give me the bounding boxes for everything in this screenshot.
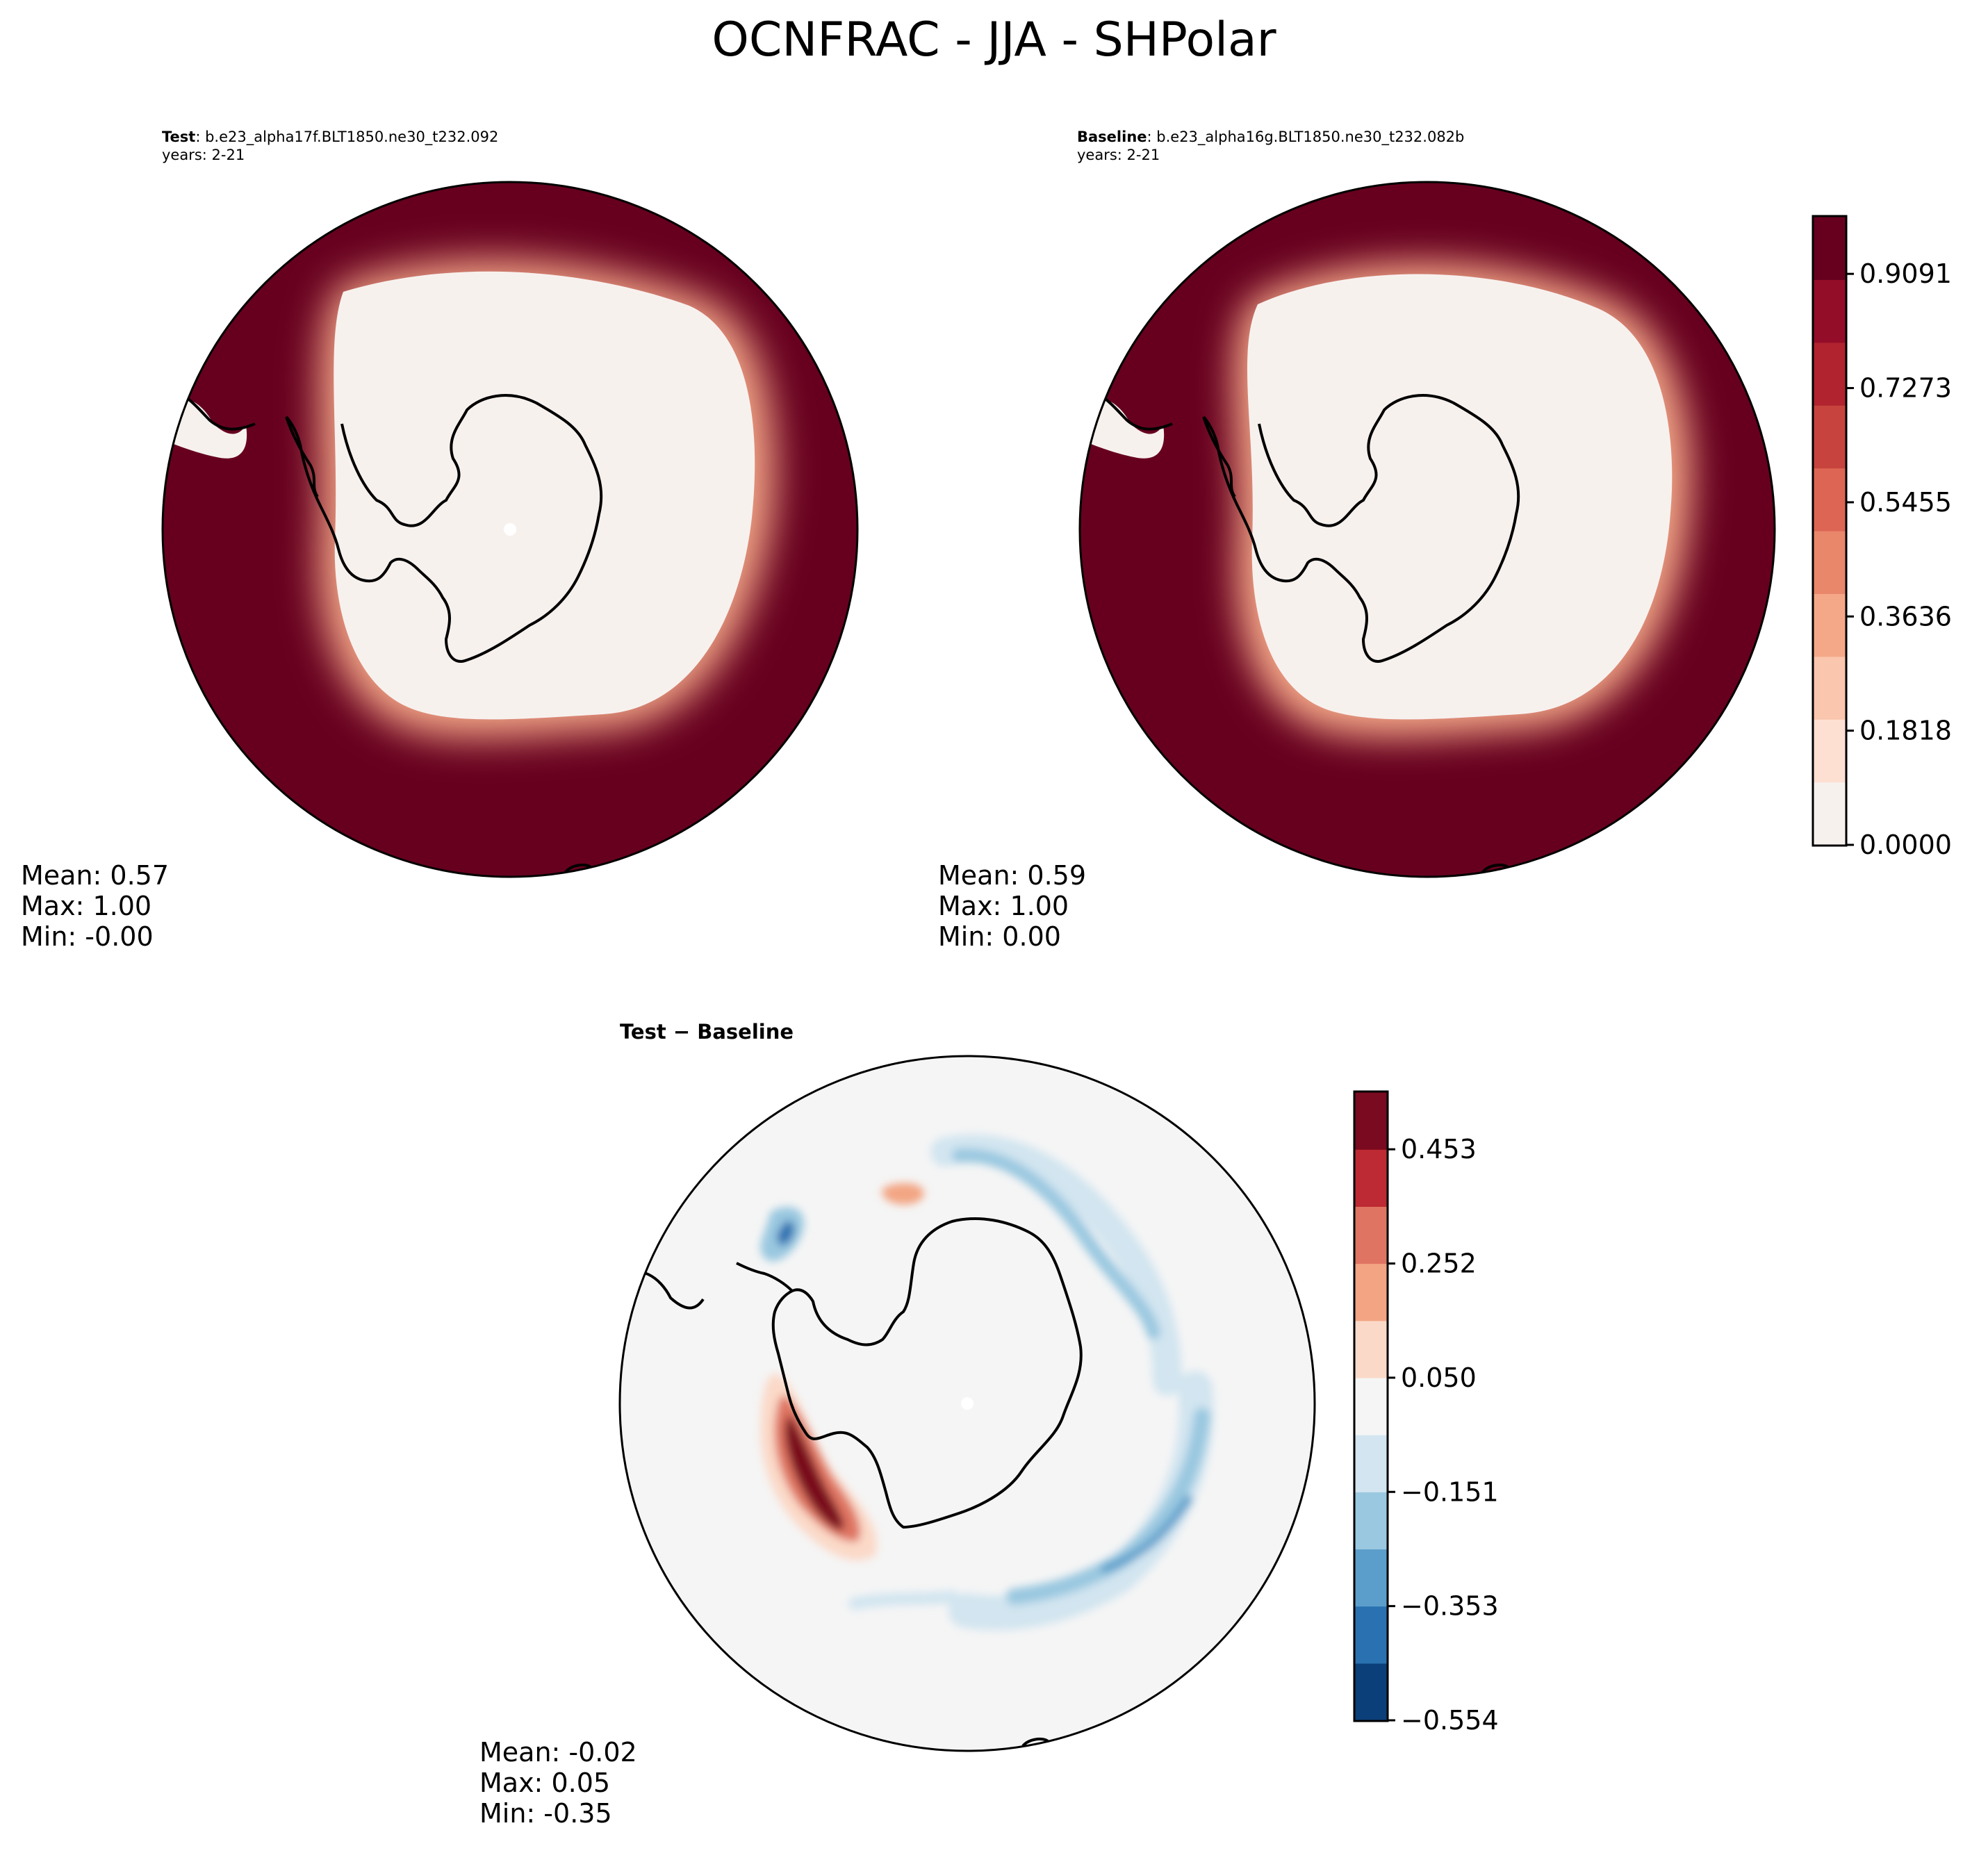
difference-colorbar-band [1355, 1549, 1387, 1607]
baseline-years: years: 2-21 [1077, 147, 1160, 163]
baseline-max: Max: 1.00 [938, 891, 1069, 921]
test-mean: Mean: 0.57 [21, 860, 170, 891]
baseline-sea-ice [1247, 274, 1673, 720]
test-stats: Mean: 0.57 Max: 1.00 Min: -0.00 [21, 860, 169, 952]
baseline-colorbar-ticks: 0.9091 0.7273 0.5455 0.3636 0.1818 0.0000 [1846, 258, 1952, 860]
difference-colorbar: 0.453 0.252 0.050 −0.151 −0.353 −0.554 [1353, 1090, 1499, 1736]
baseline-colorbar-band [1814, 279, 1846, 343]
difference-negative-arc-right-peak [1101, 1495, 1192, 1573]
baseline-colorbar-band [1814, 342, 1846, 406]
baseline-map-frame [1078, 181, 1776, 878]
baseline-polar-map [1078, 181, 1776, 878]
difference-colorbar-frame [1353, 1090, 1389, 1722]
baseline-colorbar: 0.9091 0.7273 0.5455 0.3636 0.1818 0.0000 [1812, 215, 1952, 860]
difference-colorbar-band [1355, 1206, 1387, 1265]
test-subtitle: Test: b.e23_alpha17f.BLT1850.ne30_t232.0… [162, 128, 498, 164]
baseline-bottom-island [1481, 863, 1509, 873]
test-max: Max: 1.00 [21, 891, 152, 921]
difference-colorbar-band [1355, 1435, 1387, 1492]
difference-continent-coastline [771, 1217, 1083, 1529]
test-pole-marker [504, 523, 516, 536]
baseline-colorbar-band [1814, 405, 1846, 469]
test-min: Min: -0.00 [21, 921, 154, 952]
baseline-colorbar-band [1814, 468, 1846, 532]
baseline-mean: Mean: 0.59 [938, 860, 1087, 891]
difference-colorbar-tick-label: 0.050 [1401, 1362, 1477, 1393]
baseline-colorbar-frame [1812, 215, 1848, 847]
difference-min: Min: -0.35 [479, 1798, 612, 1829]
difference-colorbar-band [1355, 1149, 1387, 1207]
difference-negative-ring [930, 1134, 1182, 1396]
baseline-colorbar-tick-label: 0.5455 [1859, 487, 1952, 518]
baseline-case-name: : b.e23_alpha16g.BLT1850.ne30_t232.082b [1147, 129, 1465, 145]
difference-colorbar-band [1355, 1263, 1387, 1321]
test-years: years: 2-21 [162, 147, 245, 163]
difference-colorbar-band [1355, 1663, 1387, 1721]
difference-colorbar-band [1355, 1606, 1387, 1664]
difference-max: Max: 0.05 [479, 1768, 611, 1798]
difference-colorbar-tick-label: −0.554 [1401, 1705, 1499, 1736]
test-case-name: : b.e23_alpha17f.BLT1850.ne30_t232.092 [195, 129, 499, 145]
difference-colorbar-band [1355, 1092, 1387, 1150]
difference-polar-map [618, 1055, 1316, 1752]
difference-colorbar-band [1355, 1377, 1387, 1435]
difference-colorbar-ticks: 0.453 0.252 0.050 −0.151 −0.353 −0.554 [1388, 1134, 1499, 1736]
difference-negative-core-left [777, 1221, 795, 1246]
baseline-colorbar-tick-label: 0.1818 [1859, 716, 1952, 746]
difference-positive-blob-top [882, 1183, 924, 1205]
baseline-colorbar-band [1814, 593, 1846, 657]
test-map-frame [161, 181, 859, 878]
difference-colorbar-band [1355, 1320, 1387, 1378]
test-label: Test [162, 129, 196, 145]
difference-colorbar-tick-label: 0.252 [1401, 1249, 1477, 1279]
difference-map-frame [618, 1055, 1316, 1752]
baseline-colorbar-tick-label: 0.7273 [1859, 373, 1952, 404]
baseline-continent-coastline [1202, 394, 1520, 663]
baseline-colorbar-bands [1814, 217, 1846, 846]
baseline-colorbar-band [1814, 531, 1846, 594]
baseline-peninsula-coastline [1202, 416, 1236, 498]
baseline-colorbar-tick-label: 0.0000 [1859, 830, 1952, 860]
baseline-colorbar-tick-label: 0.9091 [1859, 258, 1952, 289]
difference-negative-ring-inner [952, 1148, 1160, 1340]
baseline-colorbar-band [1814, 656, 1846, 720]
baseline-colorbar-tick-label: 0.3636 [1859, 601, 1952, 632]
difference-bottom-island [1021, 1737, 1049, 1747]
difference-colorbar-tick-label: 0.453 [1401, 1134, 1477, 1164]
difference-negative-strip-bottom [848, 1590, 958, 1610]
baseline-label: Baseline [1077, 129, 1147, 145]
difference-colorbar-tick-label: −0.151 [1401, 1476, 1499, 1507]
test-bottom-island [564, 863, 592, 873]
difference-pole-marker [961, 1397, 974, 1410]
difference-title: Test − Baseline [620, 1020, 794, 1044]
difference-positive-band-core [784, 1415, 844, 1531]
baseline-colorbar-band [1814, 782, 1846, 846]
baseline-colorbar-band [1814, 719, 1846, 783]
test-sea-ice [334, 271, 755, 720]
baseline-colorbar-band [1814, 217, 1846, 280]
difference-stats: Mean: -0.02 Max: 0.05 Min: -0.35 [479, 1737, 637, 1829]
difference-colorbar-band [1355, 1492, 1387, 1550]
difference-colorbar-tick-label: −0.353 [1401, 1591, 1499, 1622]
test-peninsula-coastline [285, 416, 319, 498]
baseline-subtitle: Baseline: b.e23_alpha16g.BLT1850.ne30_t2… [1077, 128, 1464, 164]
test-polar-map [161, 181, 859, 878]
test-continent-coastline [285, 394, 603, 663]
difference-peninsula-coastline [736, 1262, 794, 1292]
figure-title: OCNFRAC - JJA - SHPolar [712, 13, 1276, 67]
baseline-stats: Mean: 0.59 Max: 1.00 Min: 0.00 [938, 860, 1086, 952]
difference-mean: Mean: -0.02 [479, 1737, 637, 1768]
difference-colorbar-bands [1355, 1092, 1387, 1721]
baseline-min: Min: 0.00 [938, 921, 1061, 952]
